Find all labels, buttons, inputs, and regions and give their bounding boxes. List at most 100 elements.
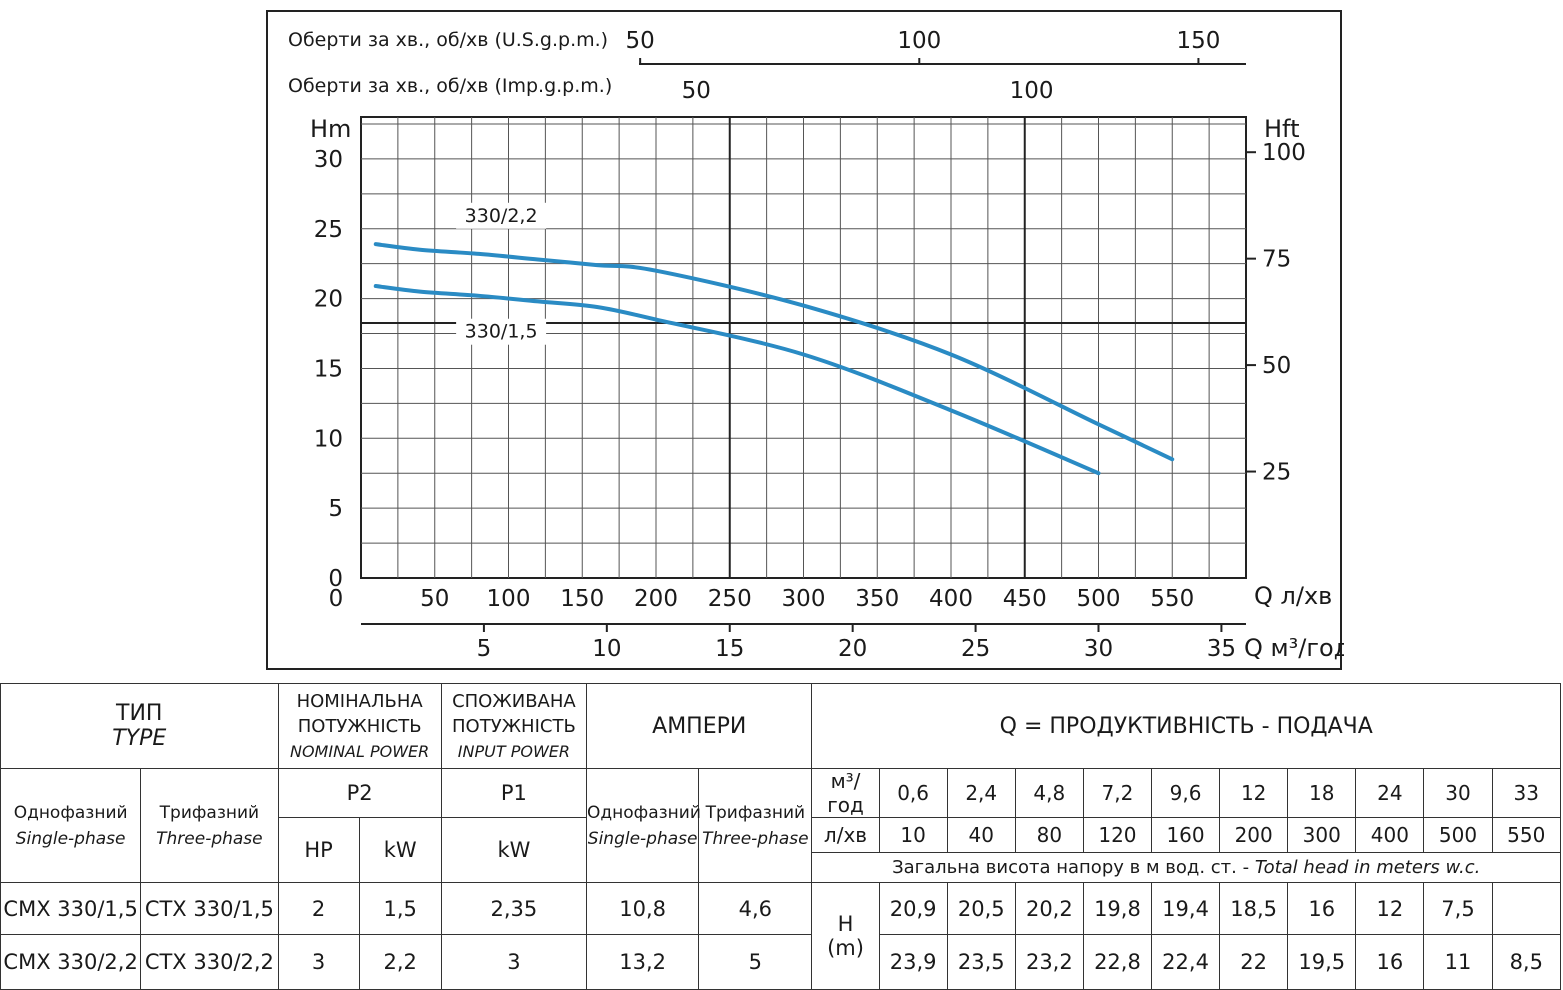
flow-m3h-cell: 9,6	[1150, 768, 1221, 818]
single-phase-label: Однофазний	[13, 802, 128, 823]
m3h-tick-label: 5	[477, 636, 492, 662]
single-phase-amps-header: Однофазний Single-phase	[586, 768, 701, 883]
head-value-cell: 7,5	[1423, 882, 1493, 935]
curve-label: 330/1,5	[465, 321, 538, 343]
head-note-text-en: Total head in meters w.c.	[1254, 857, 1481, 878]
lmin-tick-label: 250	[708, 586, 752, 612]
curve-label-bg	[456, 202, 547, 229]
p1-header: P1	[440, 768, 588, 818]
amps-single-cell: 10,8	[586, 882, 700, 935]
impgpm-axis-label: Оберти за хв., об/хв (Imp.g.p.m.)	[288, 75, 612, 97]
lmin-tick-label: 350	[855, 586, 899, 612]
head-value-cell: 16	[1287, 882, 1357, 935]
flow-m3h-cell: 7,2	[1082, 768, 1153, 818]
left-tick-label: 10	[314, 426, 343, 452]
pump-curve-330-2-2	[373, 242, 1175, 462]
chart-curves: 330/2,2 330/1,5	[373, 202, 1175, 476]
head-value-cell: 22	[1219, 934, 1289, 990]
flow-lmin-cell: 400	[1355, 817, 1425, 853]
three-phase-amps-label-en: Three-phase	[702, 828, 809, 849]
usgpm-axis-label: Оберти за хв., об/хв (U.S.g.p.m.)	[288, 29, 608, 51]
flow-m3h-cell: 33	[1491, 768, 1562, 818]
head-value-cell: 22,8	[1082, 934, 1153, 990]
curve-label: 330/2,2	[465, 205, 538, 227]
left-axis-ticks: 0 5 10 15 20 25 30	[314, 147, 343, 592]
head-unit: (m)	[827, 936, 864, 960]
type-header: ТИП TYPE	[0, 683, 279, 769]
m3h-tick-label: 10	[592, 636, 621, 662]
flow-lmin-cell: 300	[1287, 817, 1357, 853]
left-tick-label: 5	[328, 496, 343, 522]
three-phase-label-en: Three-phase	[156, 828, 263, 849]
lmin-tick-label: 550	[1150, 586, 1194, 612]
amps-single-cell: 13,2	[586, 934, 700, 990]
single-phase-model-header: Однофазний Single-phase	[0, 768, 142, 883]
right-tick-label: 100	[1262, 140, 1306, 166]
flow-lmin-cell: 10	[878, 817, 948, 853]
input-power-cell: 3	[440, 934, 588, 990]
model-three-phase: CTX 330/1,5	[140, 882, 279, 935]
head-value-cell	[1491, 882, 1562, 935]
m3h-tick-label: 35	[1207, 636, 1236, 662]
curve-label-bg	[456, 318, 547, 345]
flow-lmin-cell: 120	[1082, 817, 1153, 853]
p2-header: P2	[277, 768, 442, 818]
impgpm-tick-label: 50	[682, 78, 711, 104]
hp-header: HP	[277, 817, 360, 883]
single-phase-amps-label: Однофазний	[587, 802, 701, 823]
head-value-cell: 22,4	[1150, 934, 1221, 990]
impgpm-tick-label: 100	[1010, 78, 1054, 104]
power-hp-cell: 3	[277, 934, 360, 990]
pump-curve-chart: Оберти за хв., об/хв (U.S.g.p.m.) Оберти…	[266, 10, 1344, 670]
input-power-cell: 2,35	[440, 882, 588, 935]
m3h-axis-ticks: 5 10 15 20 25 30 35	[477, 624, 1236, 662]
flow-lmin-cell: 200	[1219, 817, 1289, 853]
performance-table: ТИП TYPE НОМІНАЛЬНА ПОТУЖНІСТЬ NOMINAL P…	[0, 683, 1562, 990]
nominal-power-label: НОМІНАЛЬНА ПОТУЖНІСТЬ	[296, 690, 423, 737]
m3h-tick-label: 25	[961, 636, 990, 662]
head-note: Загальна висота напору в м вод. ст. - To…	[811, 852, 1561, 883]
head-value-cell: 20,9	[878, 882, 948, 935]
head-value-cell: 19,5	[1287, 934, 1357, 990]
head-value-cell: 16	[1355, 934, 1425, 990]
flow-m3h-cell: 12	[1219, 768, 1289, 818]
lmin-tick-label: 100	[487, 586, 531, 612]
head-value-cell: 19,4	[1150, 882, 1221, 935]
left-tick-label: 25	[314, 217, 343, 243]
power-kw-cell: 2,2	[358, 934, 442, 990]
amps-three-cell: 4,6	[698, 882, 813, 935]
lmin-axis-label: Q л/хв	[1254, 582, 1332, 610]
flow-m3h-cell: 24	[1355, 768, 1425, 818]
usgpm-tick-label: 150	[1176, 28, 1220, 54]
head-value-cell: 20,5	[946, 882, 1016, 935]
left-tick-label: 20	[314, 287, 343, 313]
input-power-label: СПОЖИВАНА ПОТУЖНІСТЬ	[452, 690, 576, 737]
m3h-tick-label: 30	[1084, 636, 1113, 662]
input-power-header: СПОЖИВАНА ПОТУЖНІСТЬ INPUT POWER	[440, 683, 588, 769]
flow-m3h-cell: 18	[1287, 768, 1357, 818]
flow-lmin-cell: 40	[946, 817, 1016, 853]
amps-three-cell: 5	[698, 934, 813, 990]
model-single-phase: CMX 330/2,2	[0, 934, 142, 990]
right-tick-label: 25	[1262, 460, 1291, 486]
power-kw-cell: 1,5	[358, 882, 442, 935]
right-tick-label: 50	[1262, 353, 1291, 379]
m3h-tick-label: 15	[715, 636, 744, 662]
head-note-text: Загальна висота напору в м вод. ст. -	[892, 857, 1255, 878]
head-value-cell: 18,5	[1219, 882, 1289, 935]
head-value-cell: 11	[1423, 934, 1493, 990]
m3h-row-label: м³/год	[811, 768, 880, 818]
single-phase-label-en: Single-phase	[15, 828, 126, 849]
head-value-cell: 8,5	[1491, 934, 1562, 990]
power-hp-cell: 2	[277, 882, 360, 935]
three-phase-label: Трифазний	[159, 802, 260, 823]
type-label-en: TYPE	[112, 726, 167, 751]
m3h-tick-label: 20	[838, 636, 867, 662]
head-value-cell: 23,9	[878, 934, 948, 990]
usgpm-tick-label: 100	[897, 28, 941, 54]
flow-lmin-cell: 500	[1423, 817, 1493, 853]
usgpm-axis-ticks: 50 100 150	[626, 28, 1220, 64]
right-axis-label: Hft	[1264, 115, 1299, 143]
right-axis-ticks: 25 50 75 100	[1246, 140, 1306, 486]
input-power-label-en: INPUT POWER	[457, 741, 570, 761]
